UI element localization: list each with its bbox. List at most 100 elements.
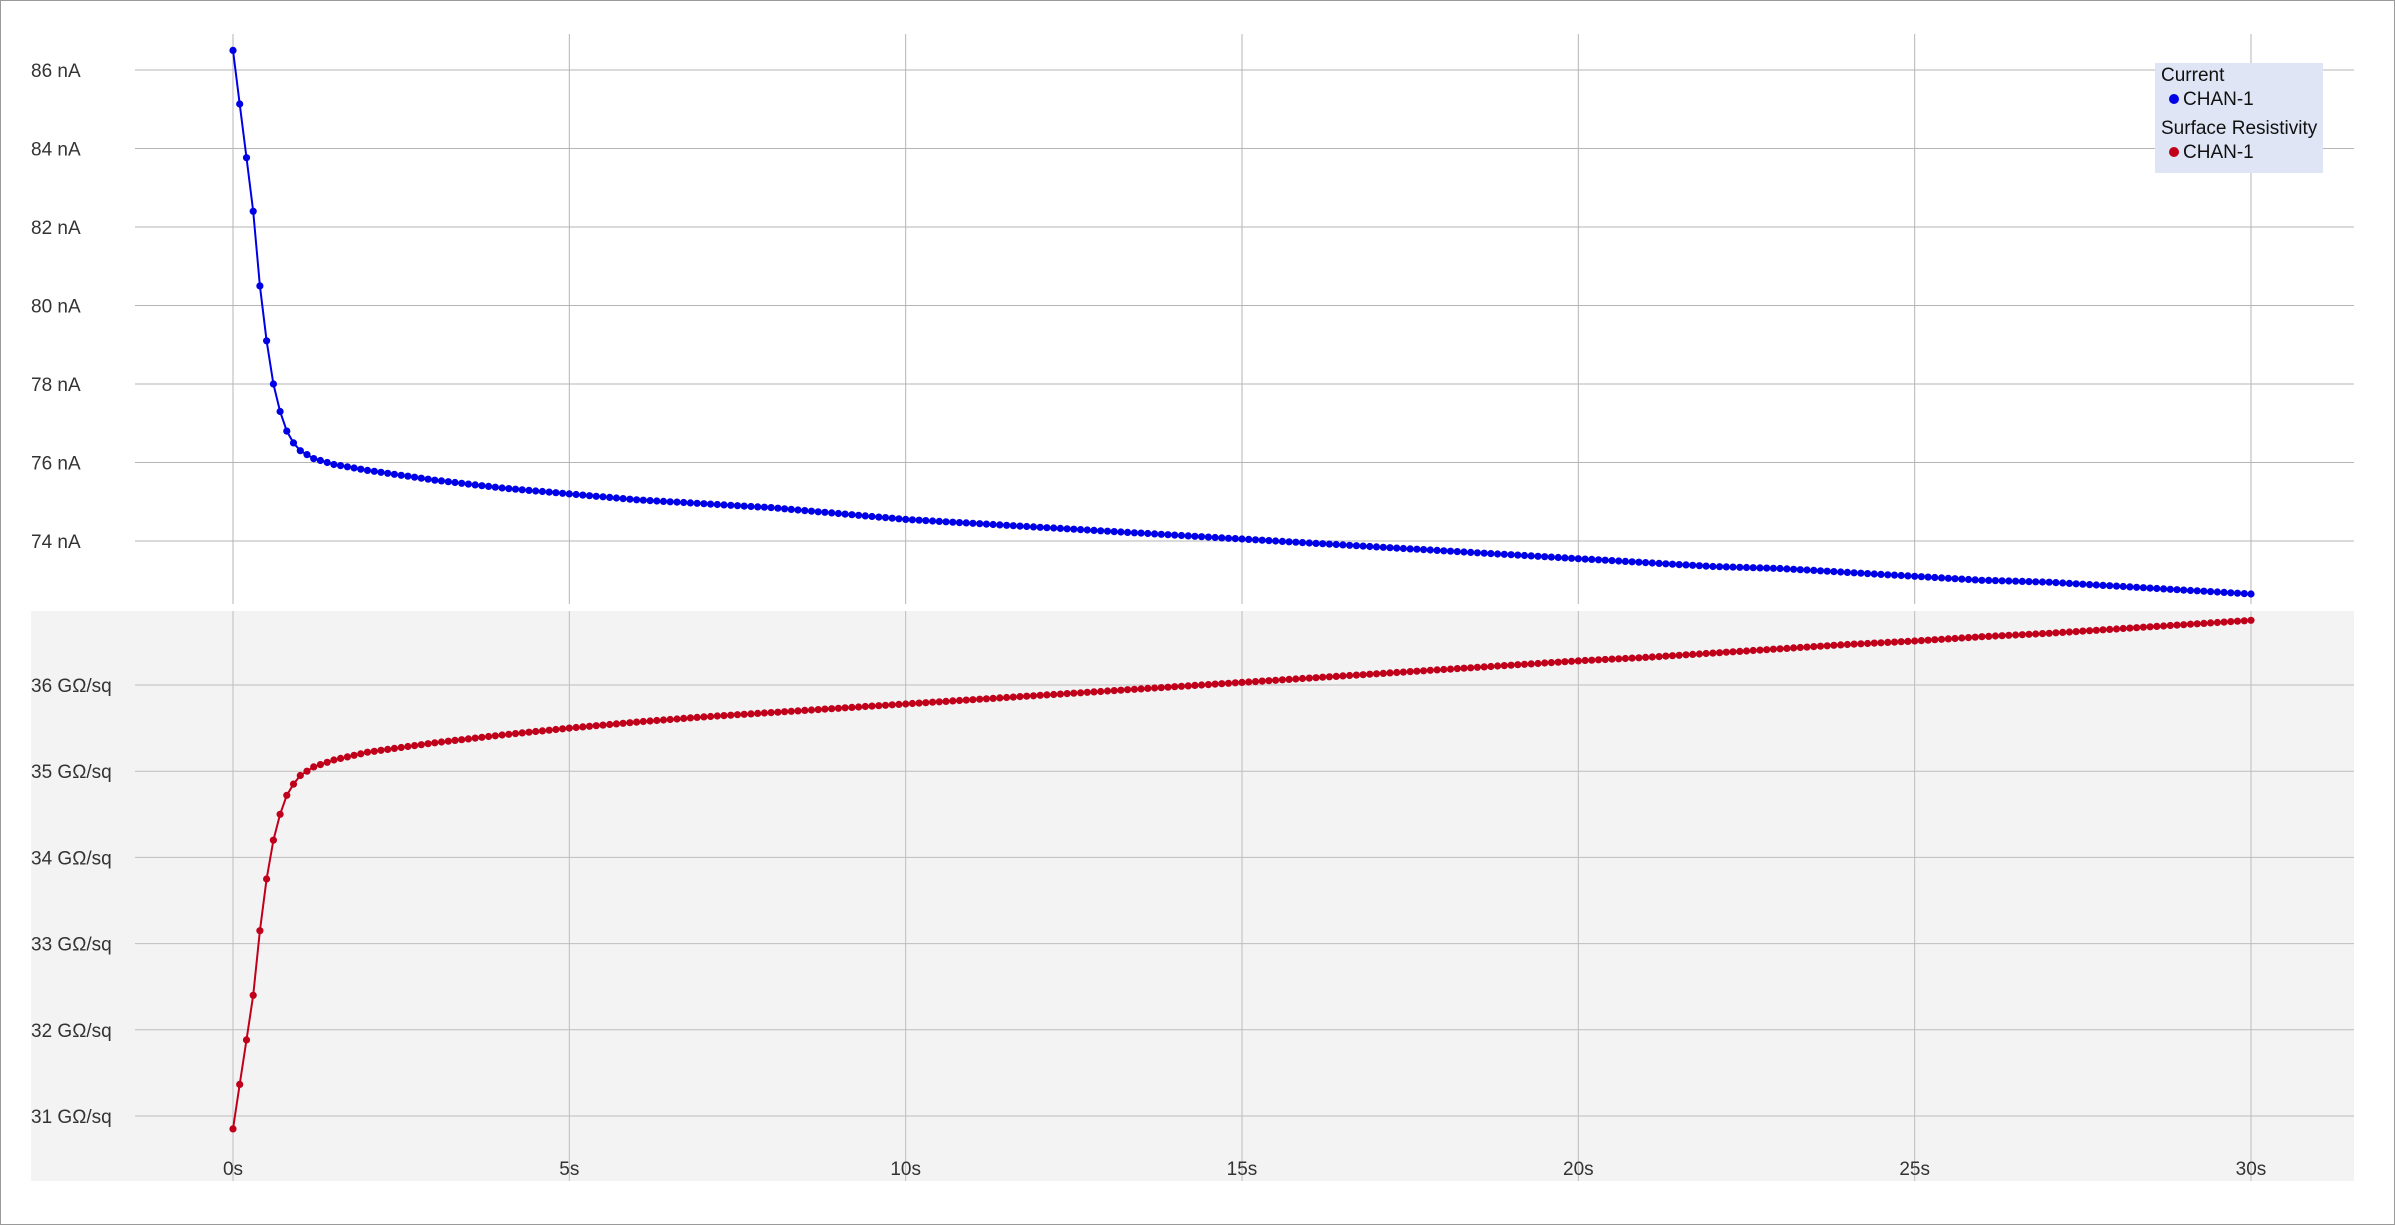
data-point: [2213, 588, 2221, 596]
data-point: [350, 751, 358, 759]
data-point: [1682, 561, 1690, 569]
y-tick-label: 76 nA: [31, 454, 81, 475]
data-point: [585, 722, 594, 730]
data-point: [464, 735, 472, 743]
data-point: [969, 519, 977, 527]
legend-group-resistivity-title: Surface Resistivity: [2161, 118, 2318, 139]
data-point: [673, 498, 681, 506]
data-point: [1729, 648, 1737, 656]
legend-item-resistivity-chan1[interactable]: CHAN-1: [2169, 142, 2254, 164]
data-point: [1588, 555, 1596, 564]
data-point: [485, 732, 493, 741]
data-point: [1359, 671, 1367, 679]
data-point: [1749, 564, 1757, 572]
data-point: [511, 485, 520, 493]
data-point: [935, 698, 943, 706]
data-point: [276, 407, 284, 416]
data-point: [2112, 582, 2121, 590]
data-point: [1783, 644, 1791, 653]
data-point: [565, 490, 573, 498]
data-point: [1763, 646, 1771, 654]
data-point: [1440, 665, 1448, 674]
data-point: [2126, 624, 2134, 632]
data-point: [1837, 568, 1845, 576]
data-point: [337, 754, 345, 763]
data-point: [2059, 628, 2067, 637]
data-point: [1527, 552, 1535, 560]
data-point: [1346, 541, 1354, 549]
data-point: [740, 502, 748, 510]
data-point: [1500, 550, 1508, 558]
data-point: [1527, 660, 1535, 668]
data-point: [1581, 555, 1589, 563]
data-point: [1083, 526, 1091, 534]
data-point: [559, 725, 567, 733]
data-point: [1520, 660, 1529, 668]
data-point: [1904, 572, 1912, 580]
data-point: [1756, 646, 1764, 654]
data-point: [1628, 558, 1636, 566]
data-point: [1144, 684, 1152, 693]
data-point: [511, 730, 520, 738]
data-point: [686, 714, 695, 722]
data-point: [1857, 640, 1865, 648]
data-point: [1016, 522, 1024, 530]
data-point: [1339, 672, 1347, 680]
data-point: [774, 708, 782, 716]
data-point: [2032, 578, 2040, 586]
data-point: [915, 516, 923, 524]
y-tick-label: 31 GΩ/sq: [31, 1107, 112, 1128]
legend-item-current-chan1[interactable]: CHAN-1: [2169, 89, 2254, 111]
data-point: [1016, 693, 1024, 701]
data-point: [1117, 686, 1125, 694]
data-point: [2038, 630, 2047, 638]
data-point: [707, 712, 715, 721]
data-point: [1796, 643, 1804, 652]
data-point: [283, 791, 291, 799]
data-point: [2065, 579, 2073, 588]
data-point: [592, 492, 600, 500]
data-point: [1776, 645, 1784, 653]
data-point: [1615, 557, 1623, 565]
data-point: [478, 733, 486, 741]
data-point: [2052, 629, 2060, 637]
data-point: [982, 520, 991, 528]
data-point: [1998, 632, 2006, 640]
data-point: [834, 509, 843, 518]
data-point: [1420, 546, 1428, 554]
data-point: [1077, 526, 1085, 534]
data-point: [922, 517, 930, 525]
data-point: [828, 705, 836, 713]
data-point: [229, 1125, 237, 1133]
data-point: [713, 500, 721, 509]
data-point: [1837, 641, 1845, 649]
data-point: [1729, 563, 1737, 571]
data-point: [1103, 527, 1112, 535]
data-point: [767, 709, 775, 717]
data-point: [733, 502, 742, 510]
data-point: [1218, 680, 1226, 688]
data-point: [1655, 559, 1663, 568]
data-point: [1332, 672, 1340, 681]
data-point: [659, 497, 668, 505]
data-point: [720, 501, 728, 509]
data-point: [969, 696, 977, 704]
data-point: [1621, 654, 1629, 663]
data-point: [1695, 650, 1703, 658]
data-point: [1352, 542, 1360, 550]
data-point: [2200, 587, 2208, 595]
data-point: [1198, 533, 1206, 541]
data-point: [1769, 564, 1777, 572]
x-tick-label: 25s: [1899, 1159, 1930, 1180]
data-point: [424, 740, 432, 748]
data-point: [1783, 565, 1791, 573]
data-point: [2160, 585, 2168, 593]
data-point: [1003, 521, 1011, 529]
data-point: [1480, 663, 1488, 671]
data-point: [363, 466, 372, 474]
data-point: [397, 471, 405, 479]
data-point: [881, 514, 890, 522]
data-point: [256, 282, 264, 290]
data-point: [1070, 689, 1078, 697]
data-point: [1931, 636, 1939, 644]
